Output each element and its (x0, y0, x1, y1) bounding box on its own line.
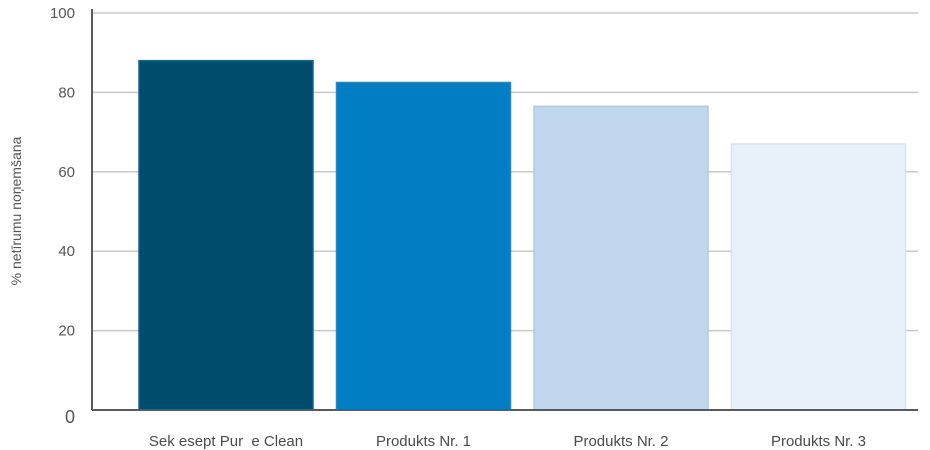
axes (91, 9, 918, 411)
bar-2 (335, 81, 512, 411)
bar-4 (730, 143, 907, 411)
y-axis-title: % netīrumu noņemšana (8, 136, 24, 285)
x-category-label: Sek esept Pur e Clean (149, 433, 303, 450)
x-category-label: Produkts Nr. 1 (376, 433, 471, 450)
y-tick-label: 80 (58, 84, 75, 101)
y-tick-label: 0 (65, 407, 75, 427)
x-category-labels: Sek esept Pur e Clean Produkts Nr. 1 Produ… (149, 433, 866, 450)
y-tick-labels: 0 20 40 60 80 100 (50, 5, 75, 427)
bars (138, 59, 907, 411)
y-tick-label: 60 (58, 164, 75, 181)
y-tick-label: 40 (58, 243, 75, 260)
bar-1 (138, 59, 314, 411)
x-category-label: Produkts Nr. 3 (771, 433, 866, 450)
y-tick-label: 20 (58, 323, 75, 340)
y-tick-label: 100 (50, 5, 75, 22)
bar-3 (533, 105, 709, 411)
x-category-label: Produkts Nr. 2 (573, 433, 668, 450)
